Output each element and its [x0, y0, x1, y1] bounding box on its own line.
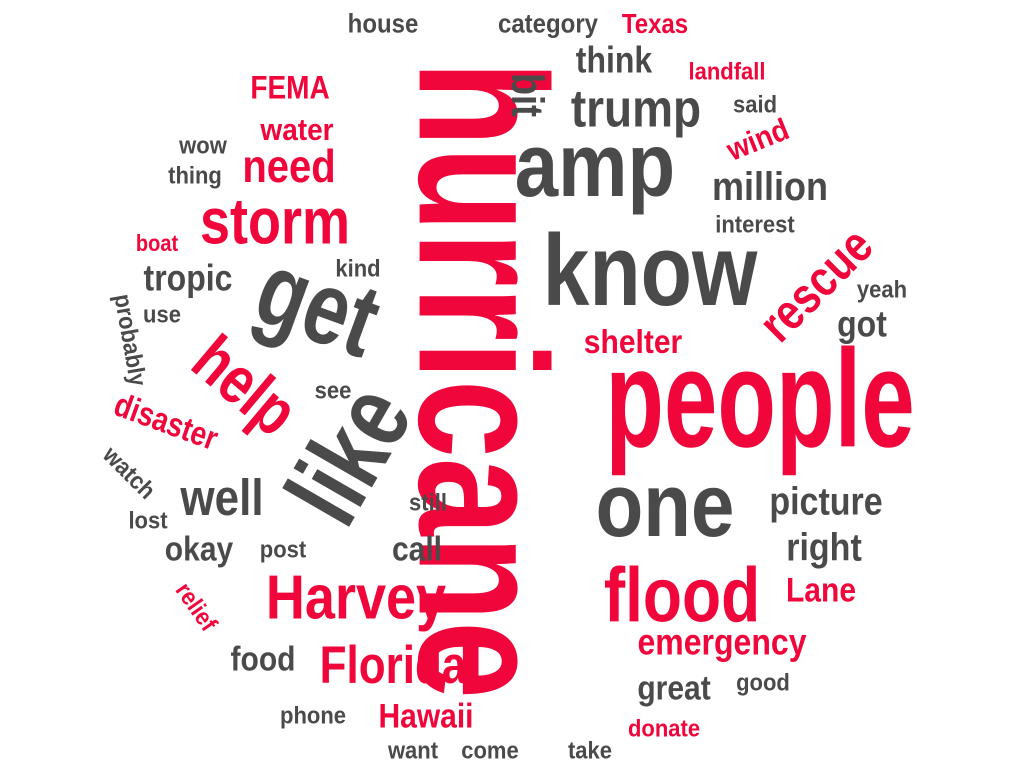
word-know: know [542, 213, 758, 327]
word-food: food [230, 640, 296, 679]
word-come: come [461, 736, 519, 765]
word-call: call [391, 530, 443, 569]
word-good: good [736, 668, 790, 697]
word-house: house [347, 9, 419, 40]
word-wow: wow [179, 131, 227, 160]
word-texas: Texas [621, 8, 689, 40]
word-take: take [567, 736, 613, 765]
word-wind: wind [721, 111, 794, 168]
word-right: right [786, 526, 862, 570]
word-okay: okay [164, 530, 234, 569]
word-got: got [837, 303, 887, 345]
word-category: category [497, 9, 599, 40]
word-still: still [409, 488, 447, 517]
word-thing: thing [168, 161, 222, 190]
word-harvey: Harvey [265, 563, 447, 633]
word-lane: Lane [785, 571, 857, 610]
word-want: want [387, 736, 439, 765]
word-phone: phone [280, 701, 346, 730]
word-bit: bit [502, 73, 554, 117]
word-kind: kind [335, 254, 381, 283]
word-fema: FEMA [250, 69, 330, 106]
word-emergency: emergency [637, 621, 807, 663]
word-boat: boat [135, 231, 179, 257]
word-hawaii: Hawaii [378, 697, 474, 736]
word-post: post [259, 535, 307, 564]
word-trump: trump [570, 78, 702, 138]
word-people: people [605, 321, 915, 477]
word-flood: flood [603, 551, 761, 639]
word-see: see [314, 376, 352, 405]
word-donate: donate [627, 714, 701, 743]
word-relief: relief [170, 577, 223, 637]
word-landfall: landfall [688, 57, 766, 86]
word-yeah: yeah [856, 275, 908, 304]
word-tropic: tropic [143, 257, 233, 299]
word-water: water [260, 112, 334, 147]
word-one: one [595, 454, 735, 556]
word-great: great [637, 669, 711, 708]
word-interest: interest [715, 210, 795, 239]
word-well: well [180, 470, 264, 527]
word-watch: watch [97, 440, 162, 505]
word-florida: Florida [319, 636, 467, 695]
word-shelter: shelter [583, 324, 683, 361]
word-use: use [143, 300, 181, 329]
word-said: said [732, 90, 778, 119]
word-million: million [712, 163, 828, 209]
word-need: need [242, 141, 336, 193]
word-amp: amp [514, 114, 676, 216]
word-picture: picture [769, 480, 883, 524]
word-storm: storm [199, 186, 351, 258]
word-lost: lost [128, 506, 168, 535]
word-think: think [575, 39, 653, 81]
